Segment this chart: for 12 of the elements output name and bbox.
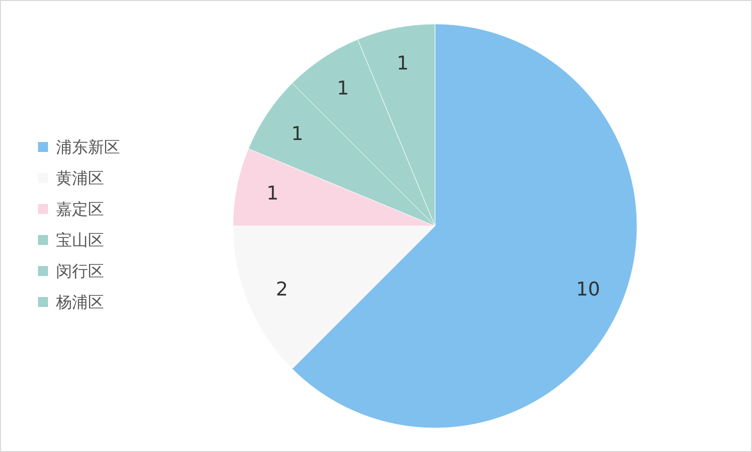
data-label: 1	[396, 52, 409, 75]
legend-label: 嘉定区	[56, 200, 104, 218]
legend-label: 宝山区	[56, 230, 104, 250]
legend-label: 杨浦区	[55, 292, 104, 312]
legend-label: 浦东新区	[56, 138, 120, 156]
legend-label: 闵行区	[56, 262, 104, 280]
legend-label: 黄浦区	[56, 168, 104, 188]
data-label: 1	[336, 77, 350, 100]
data-label: 2	[276, 278, 288, 300]
data-label: 1	[266, 182, 279, 205]
data-label: 1	[291, 122, 304, 145]
data-label: 10	[576, 278, 600, 300]
